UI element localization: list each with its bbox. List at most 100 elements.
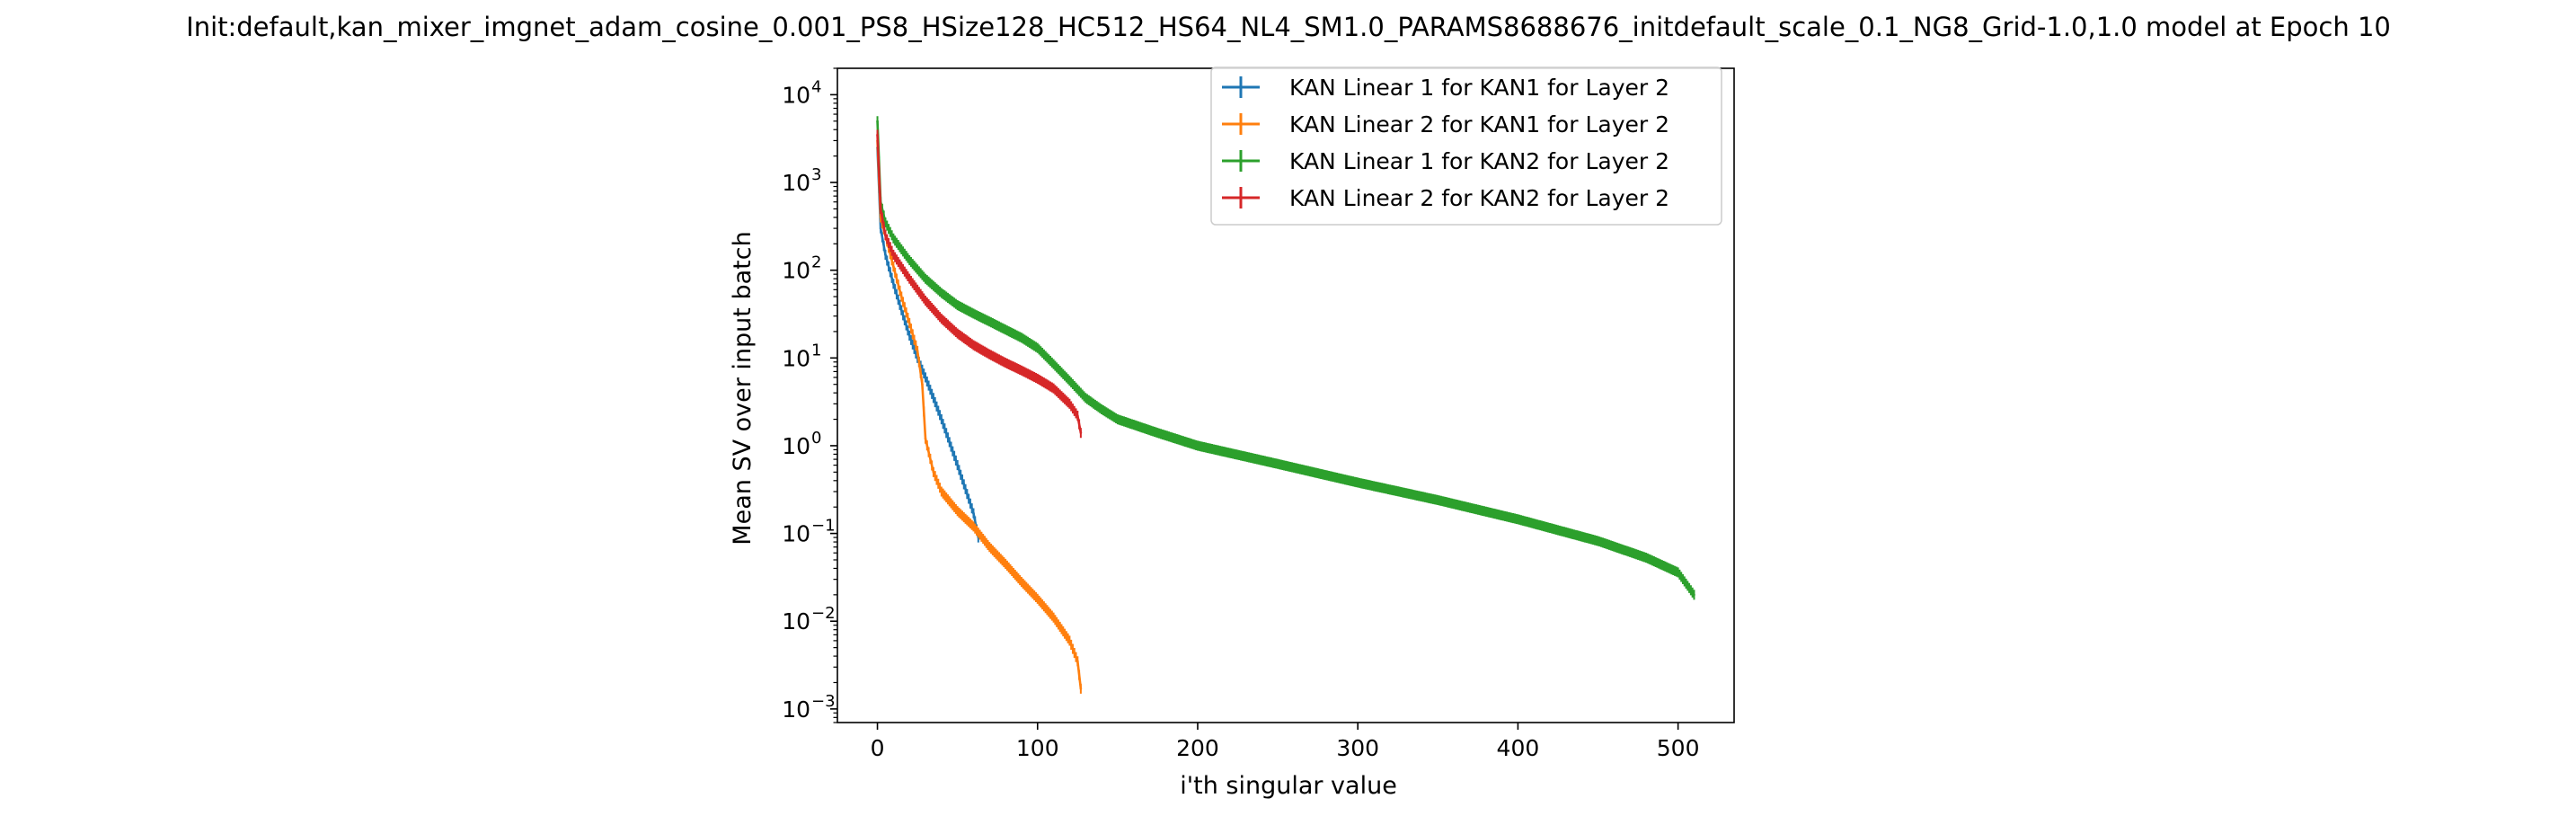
legend-item: KAN Linear 2 for KAN1 for Layer 2 (1222, 111, 1669, 137)
data-point (907, 259, 911, 262)
data-point (1052, 616, 1055, 619)
y-tick-label: 10 2 (782, 253, 821, 284)
data-point (884, 221, 887, 224)
legend-item: KAN Linear 2 for KAN2 for Layer 2 (1222, 185, 1669, 211)
data-point (1100, 408, 1103, 411)
data-point (1020, 581, 1023, 583)
data-point (1116, 418, 1120, 421)
data-point (940, 317, 943, 320)
data-point (876, 120, 879, 123)
y-tick-base: 10 (782, 608, 810, 634)
legend-label: KAN Linear 1 for KAN1 for Layer 2 (1289, 75, 1669, 101)
data-point (884, 234, 887, 237)
data-point (988, 320, 991, 324)
data-point (899, 295, 903, 298)
y-tick-exponent: −3 (811, 692, 836, 711)
data-point (907, 322, 911, 324)
data-point (1068, 639, 1071, 643)
data-point (879, 226, 882, 230)
chart-title: Init:default,kan_mixer_imgnet_adam_cosin… (186, 12, 2391, 42)
data-point (1004, 563, 1007, 565)
x-tick-label: 200 (1176, 735, 1219, 761)
data-point (1084, 396, 1087, 400)
y-tick-base: 10 (782, 258, 810, 284)
y-tick-exponent: −2 (811, 604, 836, 623)
data-point (1004, 361, 1007, 365)
y-tick-label: 10 −1 (782, 517, 835, 547)
series-3 (876, 116, 1695, 600)
data-point (1156, 431, 1159, 434)
y-tick-base: 10 (782, 696, 810, 723)
series-line (876, 140, 1083, 689)
data-point (907, 334, 911, 337)
y-tick-label: 10 0 (782, 429, 821, 459)
data-point (956, 510, 959, 512)
data-point (1196, 444, 1199, 448)
data-point (921, 383, 924, 386)
legend-item: KAN Linear 1 for KAN1 for Layer 2 (1222, 75, 1669, 101)
data-point (907, 277, 911, 280)
legend-label: KAN Linear 2 for KAN1 for Layer 2 (1289, 111, 1669, 137)
data-point (1693, 593, 1695, 597)
data-point (924, 277, 927, 280)
data-point (932, 471, 935, 474)
legend-label: KAN Linear 2 for KAN2 for Layer 2 (1289, 185, 1669, 211)
data-point (1276, 462, 1279, 466)
series-group (876, 116, 1695, 694)
data-point (940, 291, 943, 295)
data-point (1079, 687, 1083, 690)
data-point (1052, 362, 1055, 366)
data-point (1020, 368, 1023, 372)
data-point (1677, 571, 1679, 574)
data-point (884, 253, 887, 256)
data-point (948, 440, 952, 444)
y-tick-label: 10 −2 (782, 604, 835, 634)
data-point (1076, 660, 1079, 663)
data-point (1036, 346, 1040, 350)
y-tick-exponent: 1 (811, 341, 821, 359)
y-tick-exponent: 4 (811, 77, 821, 96)
data-point (899, 308, 903, 312)
data-point (924, 376, 927, 379)
y-tick-label: 10 1 (782, 341, 821, 371)
x-tick-label: 300 (1336, 735, 1379, 761)
data-point (956, 332, 959, 335)
series-error-bars (876, 135, 1082, 694)
data-point (1068, 379, 1071, 382)
data-point (924, 437, 927, 440)
data-point (876, 133, 879, 137)
x-tick-label: 100 (1016, 735, 1059, 761)
y-tick-label: 10 −3 (782, 692, 835, 723)
series-4 (876, 129, 1083, 439)
x-tick-label: 400 (1497, 735, 1540, 761)
legend-box (1210, 67, 1722, 226)
data-point (956, 464, 959, 466)
data-point (892, 265, 895, 268)
y-tick-exponent: 3 (811, 165, 821, 184)
data-point (1036, 377, 1040, 380)
series-2 (876, 135, 1083, 694)
series-error-bars (876, 129, 1082, 439)
data-point (1076, 414, 1079, 417)
data-point (988, 352, 991, 356)
data-point (1068, 403, 1071, 405)
data-point (1356, 481, 1359, 484)
data-point (1036, 598, 1040, 600)
y-tick-base: 10 (782, 82, 810, 108)
y-tick-base: 10 (782, 433, 810, 459)
plot-area (837, 67, 1735, 723)
data-point (1079, 431, 1083, 434)
x-axis: 0 100 200 300 400 500 (871, 723, 1700, 761)
x-axis-label: i'th singular value (1180, 772, 1397, 800)
data-point (1052, 386, 1055, 390)
x-tick-label: 500 (1657, 735, 1700, 761)
data-point (916, 350, 919, 352)
x-tick-label: 0 (871, 735, 885, 761)
y-axis-label: Mean SV over input batch (729, 231, 757, 545)
y-tick-base: 10 (782, 521, 810, 547)
data-point (940, 490, 943, 493)
data-point (972, 525, 975, 528)
legend: KAN Linear 1 for KAN1 for Layer 2 KAN Lin… (1210, 67, 1722, 226)
